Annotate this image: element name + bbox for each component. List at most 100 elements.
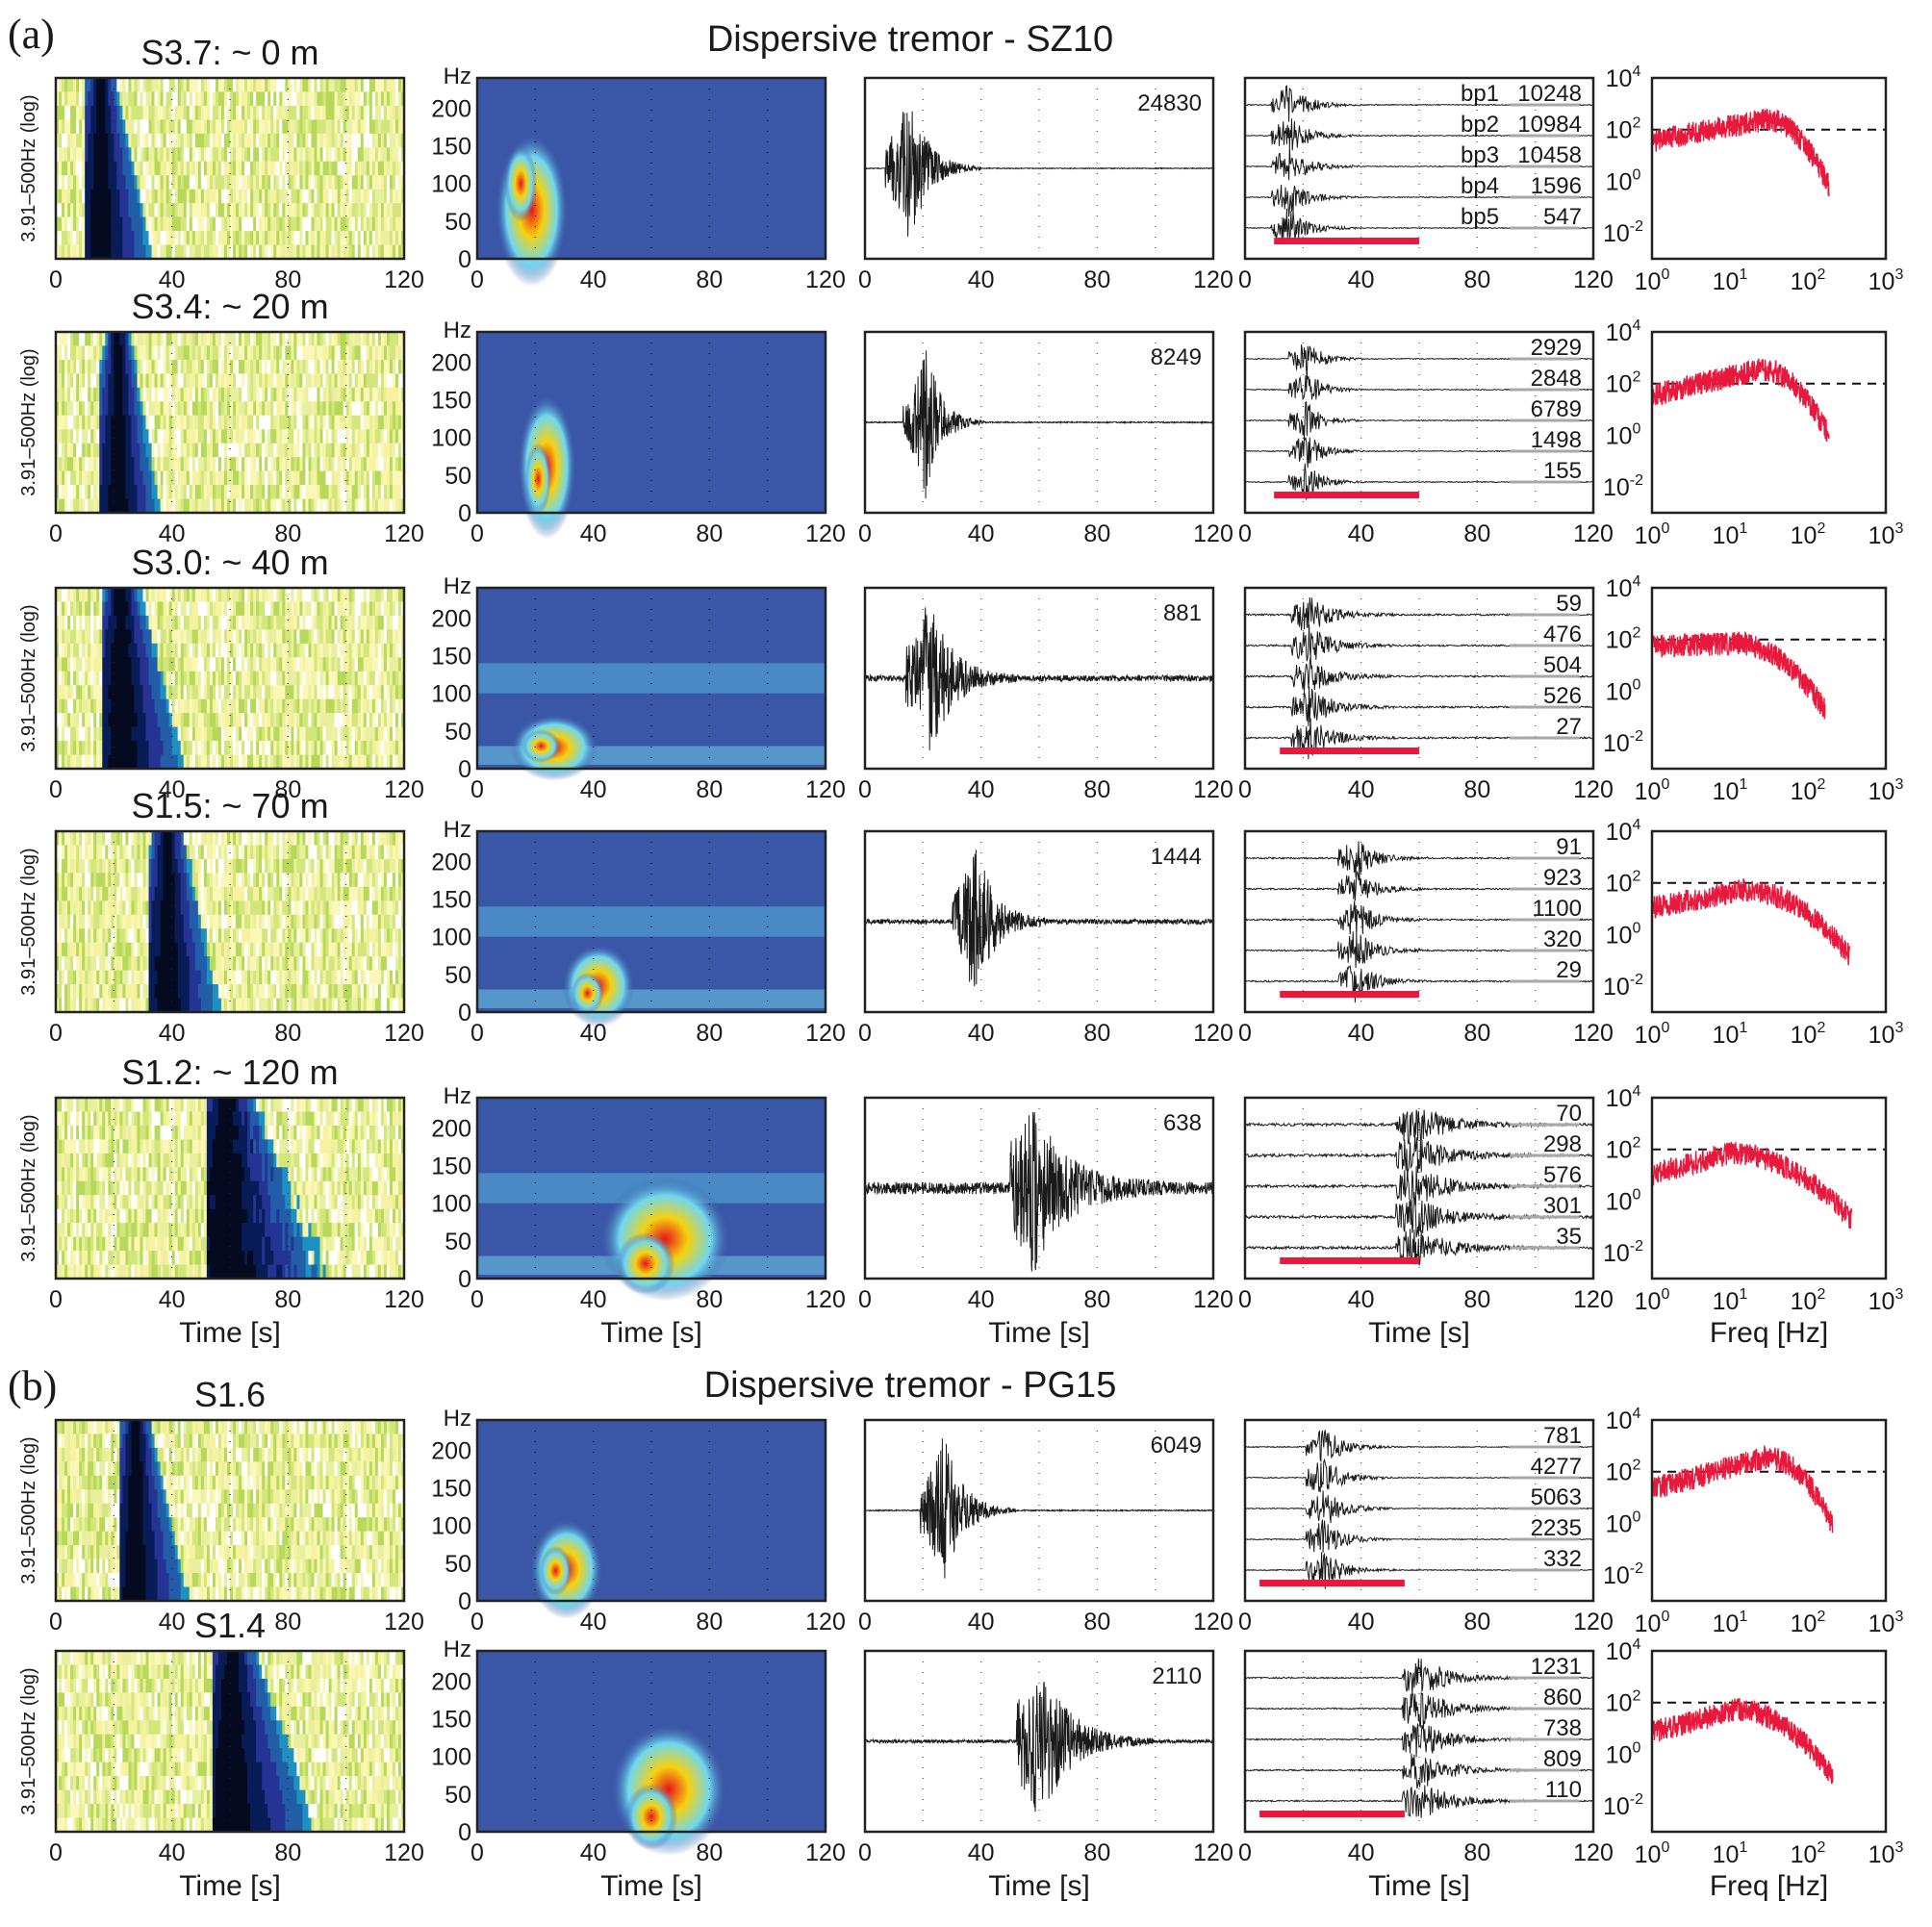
spectrogram-cell (299, 643, 304, 658)
x-tick-label: 80 (696, 520, 723, 547)
spectrogram-cell (305, 147, 310, 163)
spectrogram-cell (253, 470, 257, 486)
spectrogram-cell (116, 588, 120, 602)
spectrogram-cell (191, 429, 196, 444)
spectrogram-cell (85, 671, 89, 686)
spectrogram-cell (128, 387, 133, 402)
spectrogram-cell (223, 175, 228, 190)
spectrogram-cell (233, 161, 237, 176)
spectrogram-cell (340, 119, 344, 135)
axes-frame (1243, 330, 1595, 515)
spectrogram-cell (397, 105, 402, 120)
spectrogram-cell (131, 601, 136, 617)
spectrogram-cell (165, 713, 170, 728)
spectrogram-cell (343, 78, 347, 92)
x-tick-label: 0 (49, 266, 63, 293)
spectrogram-cell (270, 698, 274, 714)
spectrogram-cell (394, 216, 399, 232)
spectrogram-cell (348, 147, 353, 163)
spectrogram-cell (239, 78, 242, 92)
spectrogram-cell (317, 443, 321, 458)
spectrogram-cell (371, 498, 376, 514)
spectrogram-cell (392, 373, 396, 389)
spectrogram-cell (90, 643, 94, 658)
spectrogram-cell (337, 401, 342, 417)
spectrogram-cell (345, 345, 350, 361)
spectrogram-cell (191, 203, 196, 218)
spectrogram-cell (325, 78, 330, 92)
spectrogram-cell (128, 91, 133, 107)
spectrogram-cell (377, 231, 382, 246)
spectrogram-cell (180, 498, 185, 514)
spectrogram-cell (96, 671, 100, 686)
spectrogram-cell (82, 161, 86, 176)
spectrogram-cell (328, 189, 333, 204)
spectrogram-cell (145, 189, 150, 204)
spectrogram-cell (145, 671, 150, 686)
spectrogram-cell (279, 470, 283, 486)
spectrogram-cell (371, 345, 376, 361)
spectrogram-cell (148, 457, 153, 472)
spectrogram-cell (125, 216, 130, 232)
spectrogram-cell (236, 231, 240, 246)
spectrogram-cell (253, 615, 257, 630)
spectrogram-cell (371, 485, 376, 500)
spectrogram-cell (56, 91, 60, 107)
spectrogram-cell (386, 105, 391, 120)
spectrogram-cell (82, 345, 86, 361)
spectrogram-cell (377, 161, 382, 176)
spectrogram-cell (276, 629, 280, 645)
spectrogram-cell (296, 91, 300, 107)
spectrogram-cell (386, 133, 391, 148)
spectrogram-cell (67, 615, 71, 630)
spectrogram-cell (322, 161, 327, 176)
spectrogram-cell (62, 203, 65, 218)
spectrogram-cell (311, 359, 316, 374)
spectrogram-cell (206, 470, 211, 486)
spectrogram-cell (183, 470, 188, 486)
spectrogram-cell (102, 713, 106, 728)
spectrogram-cell (186, 387, 191, 402)
spectrogram-cell (148, 133, 153, 148)
spectrogram-cell (145, 485, 150, 500)
spectrogram-cell (59, 332, 63, 346)
spectrogram-cell (360, 415, 365, 430)
x-tick-label: 120 (384, 520, 424, 547)
spectrogram-cell (116, 643, 120, 658)
spectrogram-cell (114, 161, 117, 176)
x-tick-label: 0 (1238, 520, 1252, 547)
spectrogram-cell (99, 203, 103, 218)
spectrogram-cell (99, 657, 103, 672)
spectrogram-cell (285, 387, 289, 402)
spectrogram-cell (291, 685, 294, 700)
spectrogram-cell (203, 698, 208, 714)
spectrogram-cell (122, 615, 126, 630)
spectrogram-cell (67, 332, 71, 346)
spectrogram-cell (317, 588, 321, 602)
spectrogram-cell (262, 671, 266, 686)
spectrogram-cell (177, 429, 182, 444)
spectrogram-cell (220, 133, 225, 148)
spectrogram-cell (82, 373, 86, 389)
spectrogram-cell (217, 415, 222, 430)
spectrogram-cell (96, 175, 100, 190)
spectrogram-cell (311, 119, 316, 135)
spectrogram-cell (296, 244, 300, 260)
spectrogram-cell (145, 231, 150, 246)
spectrogram-cell (256, 457, 260, 472)
spectrogram-cell (230, 588, 234, 602)
spectrogram-cell (256, 485, 260, 500)
spectrogram-cell (116, 175, 120, 190)
spectrogram-cell (230, 231, 234, 246)
spectrogram-cell (270, 685, 274, 700)
spectrogram-cell (389, 485, 394, 500)
spectrogram-cell (67, 373, 71, 389)
spectrogram-cell (343, 105, 347, 120)
spectrogram-cell (56, 601, 60, 617)
spectrogram-cell (253, 78, 257, 92)
spectrogram-cell (270, 498, 274, 514)
spectrogram-cell (319, 175, 324, 190)
spectrogram-cell (394, 203, 399, 218)
spectrogram-cell (265, 332, 268, 346)
spectrogram-cell (157, 373, 162, 389)
